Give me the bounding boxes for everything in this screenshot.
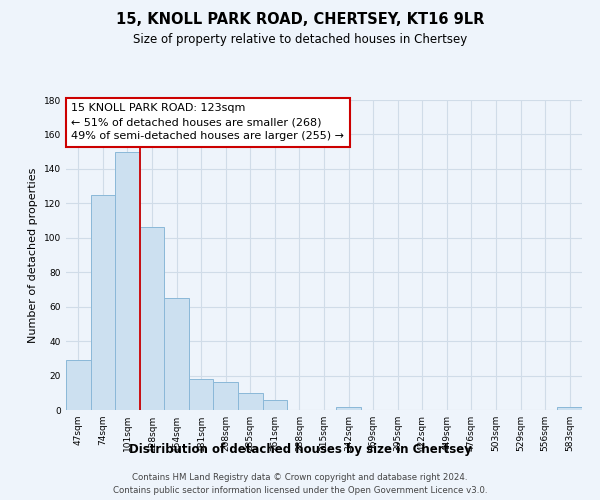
Text: Contains HM Land Registry data © Crown copyright and database right 2024.: Contains HM Land Registry data © Crown c… [132,472,468,482]
Text: Distribution of detached houses by size in Chertsey: Distribution of detached houses by size … [128,442,472,456]
Bar [66,360,91,410]
Text: Size of property relative to detached houses in Chertsey: Size of property relative to detached ho… [133,32,467,46]
Bar [557,406,582,410]
Bar [91,194,115,410]
Bar [115,152,140,410]
Bar [140,228,164,410]
Bar [263,400,287,410]
Bar [336,406,361,410]
Text: Contains public sector information licensed under the Open Government Licence v3: Contains public sector information licen… [113,486,487,495]
Text: 15, KNOLL PARK ROAD, CHERTSEY, KT16 9LR: 15, KNOLL PARK ROAD, CHERTSEY, KT16 9LR [116,12,484,28]
Bar [164,298,189,410]
Y-axis label: Number of detached properties: Number of detached properties [28,168,38,342]
Bar [238,393,263,410]
Bar [189,379,214,410]
Bar [214,382,238,410]
Text: 15 KNOLL PARK ROAD: 123sqm
← 51% of detached houses are smaller (268)
49% of sem: 15 KNOLL PARK ROAD: 123sqm ← 51% of deta… [71,103,344,141]
